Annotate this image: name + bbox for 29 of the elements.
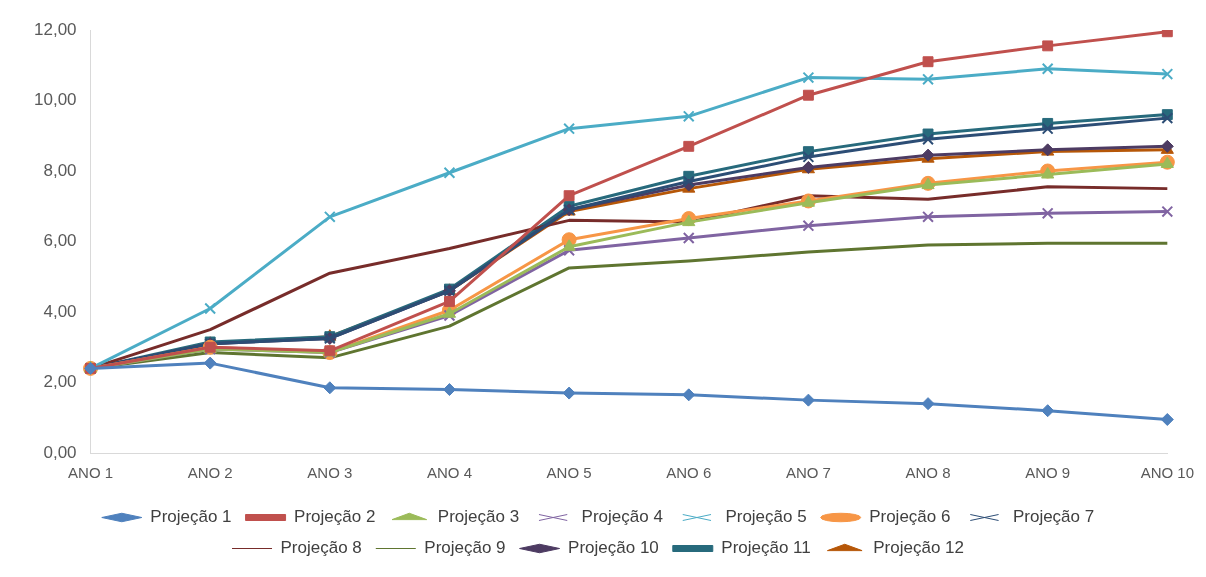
x-tick-label: ANO 9 <box>1025 464 1071 482</box>
legend-label: Projeção 1 <box>150 507 232 527</box>
legend-label: Projeção 11 <box>721 538 811 558</box>
y-tick-label: 10,00 <box>33 90 77 110</box>
x-tick-label: ANO 6 <box>666 464 712 482</box>
x-tick-label: ANO 4 <box>426 464 472 482</box>
y-tick-label: 8,00 <box>43 160 77 180</box>
legend-label: Projeção 2 <box>294 507 376 527</box>
x-tick-label: ANO 3 <box>307 464 353 482</box>
legend-label: Projeção 12 <box>873 538 964 558</box>
y-tick-label: 6,00 <box>43 231 77 251</box>
x-tick-label: ANO 8 <box>905 464 951 482</box>
legend-label: Projeção 4 <box>581 507 663 527</box>
x-tick-label: ANO 7 <box>785 464 831 482</box>
x-tick-label: ANO 1 <box>68 464 114 482</box>
y-tick-label: 2,00 <box>43 372 77 392</box>
legend-label: Projeção 5 <box>725 507 807 527</box>
legend-label: Projeção 9 <box>424 538 506 558</box>
y-tick-label: 0,00 <box>43 442 77 462</box>
legend-label: Projeção 3 <box>437 507 520 527</box>
legend-label: Projeção 10 <box>568 538 659 558</box>
x-tick-label: ANO 2 <box>187 464 233 482</box>
y-tick-label: 12,00 <box>33 19 77 39</box>
y-tick-label: 4,00 <box>43 301 77 321</box>
x-tick-label: ANO 5 <box>546 464 592 482</box>
legend-label: Projeção 6 <box>869 507 951 527</box>
legend-label: Projeção 7 <box>1012 507 1095 527</box>
legend-label: Projeção 8 <box>280 538 362 558</box>
x-tick-label: ANO 10 <box>1140 464 1194 482</box>
